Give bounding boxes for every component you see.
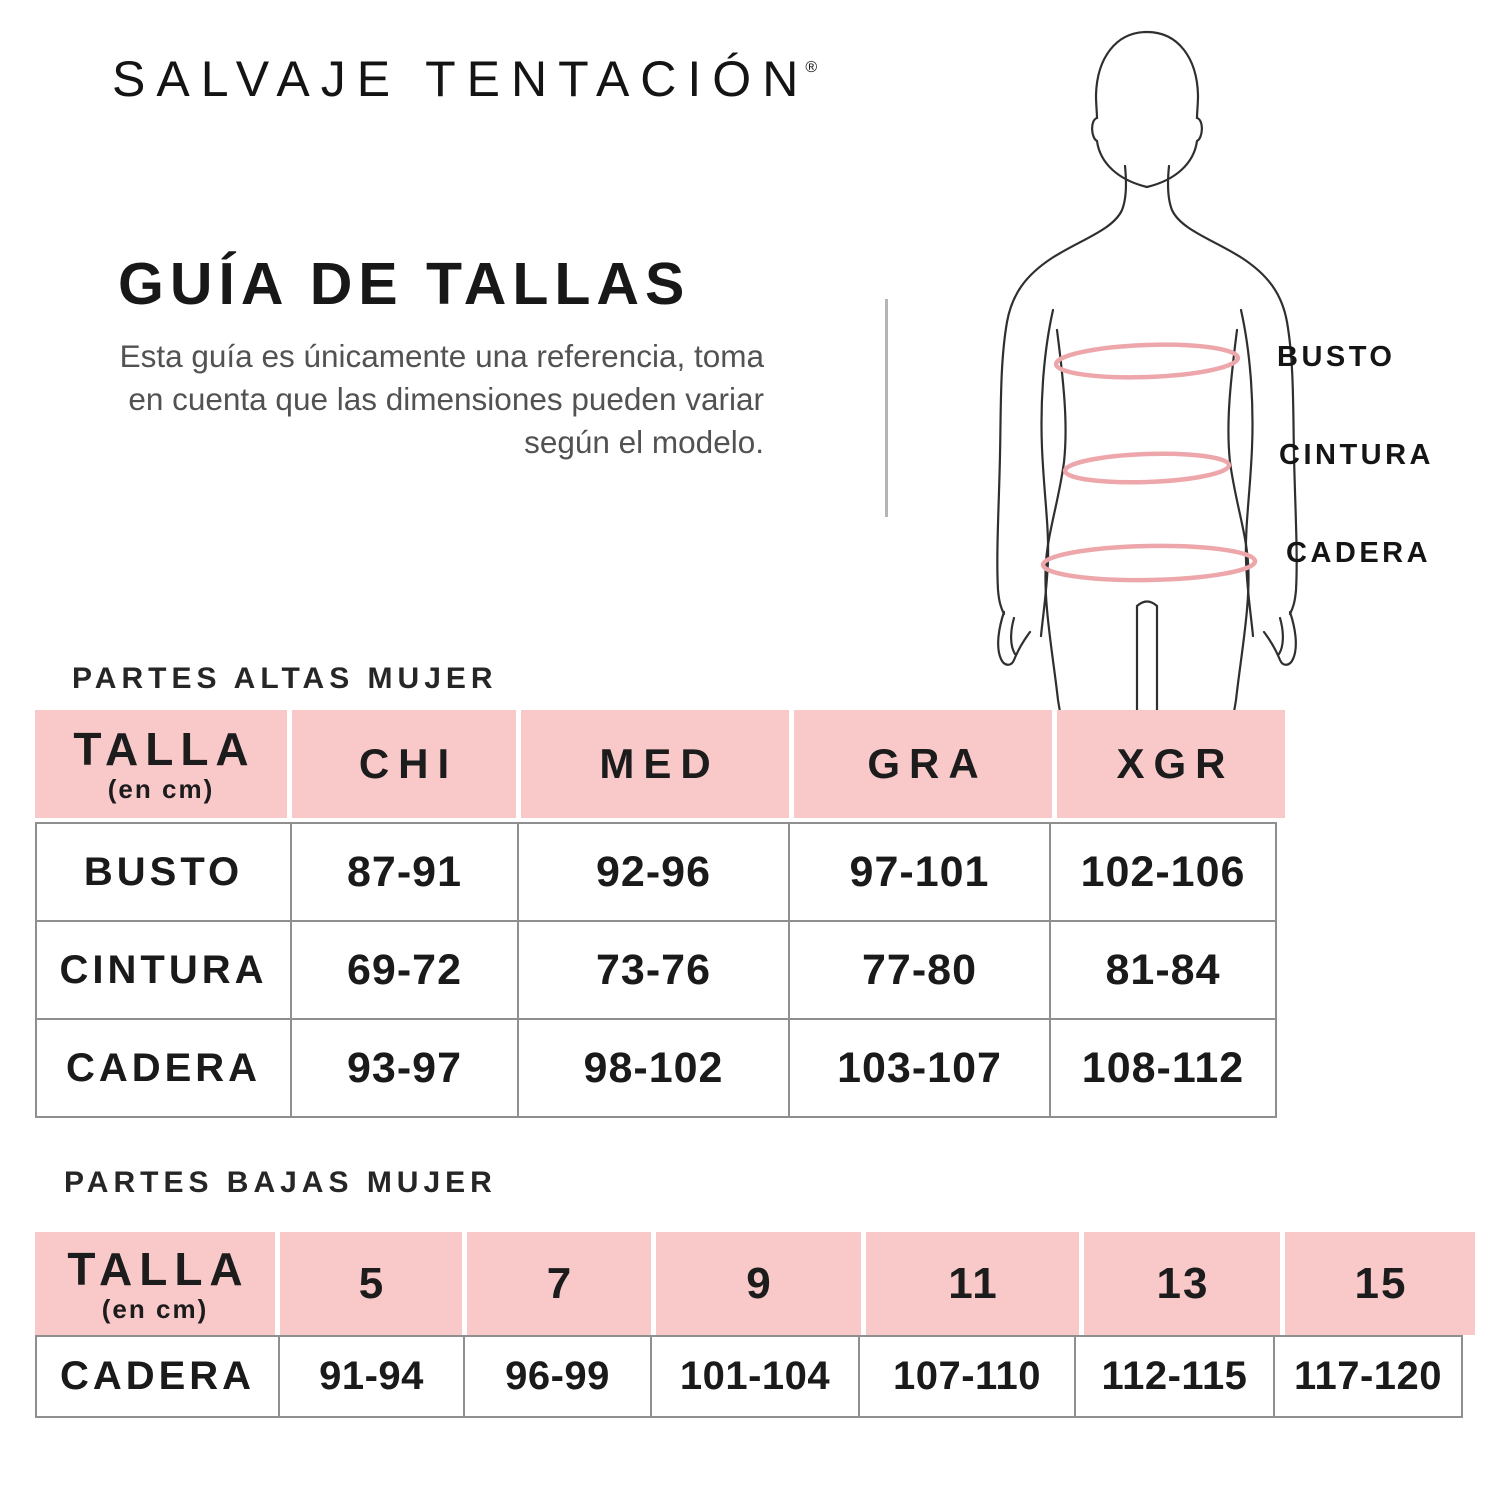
size-column-label: 11 xyxy=(948,1258,999,1308)
size-column-header-cell: 11 xyxy=(866,1232,1079,1335)
size-column-label: 7 xyxy=(546,1258,574,1308)
size-column-header-cell: 15 xyxy=(1285,1232,1475,1335)
table-row: CINTURA 69-72 73-76 77-80 81-84 xyxy=(35,920,1285,1020)
size-column-header-cell: 9 xyxy=(656,1232,861,1335)
row-label-cell: BUSTO xyxy=(35,822,292,922)
table-body: BUSTO 87-91 92-96 97-101 102-106 CINTURA 69-72… xyxy=(35,822,1285,1118)
measurement-value-cell: 96-99 xyxy=(463,1335,652,1418)
measurement-value-cell: 77-80 xyxy=(788,920,1051,1020)
size-column-label: 15 xyxy=(1354,1258,1408,1308)
measurement-value-cell: 108-112 xyxy=(1049,1018,1277,1118)
size-column-label: CHI xyxy=(358,740,459,787)
measurement-value-cell: 93-97 xyxy=(290,1018,519,1118)
size-column-label: 9 xyxy=(746,1258,773,1308)
inner-legs xyxy=(1135,600,1159,714)
vertical-divider xyxy=(885,299,888,517)
size-column-header-cell: TALLA (en cm) xyxy=(35,1232,275,1335)
size-unit-subtitle: (en cm) xyxy=(101,1293,209,1324)
size-unit-title: TALLA xyxy=(67,1242,250,1295)
hip-label: CADERA xyxy=(1286,537,1432,569)
table-row: CADERA 91-94 96-99 101-104 107-110 112-115 117… xyxy=(35,1335,1475,1418)
size-column-header-cell: 7 xyxy=(467,1232,651,1335)
size-column-label: MED xyxy=(599,740,720,787)
measurement-value-cell: 87-91 xyxy=(290,822,519,922)
measurement-value-cell: 97-101 xyxy=(788,822,1051,922)
hip-band xyxy=(1040,543,1258,583)
body-silhouette-illustration xyxy=(996,30,1298,714)
bottoms-table-heading: PARTES BAJAS MUJER xyxy=(64,1166,497,1199)
body-outline xyxy=(996,30,1298,714)
measurement-value-cell: 91-94 xyxy=(278,1335,465,1418)
measurement-value-cell: 101-104 xyxy=(650,1335,860,1418)
table-body: CADERA 91-94 96-99 101-104 107-110 112-115 117… xyxy=(35,1335,1475,1418)
page-title: GUÍA DE TALLAS xyxy=(118,251,691,317)
left-hand xyxy=(997,610,1032,666)
measurement-bands xyxy=(1040,342,1258,583)
bust-band xyxy=(1053,342,1241,380)
size-column-header-cell: MED xyxy=(521,710,789,818)
table-header-row: TALLA (en cm) 5 7 9 11 13 15 xyxy=(35,1232,1475,1335)
size-column-header-cell: CHI xyxy=(292,710,516,818)
measurement-value-cell: 69-72 xyxy=(290,920,519,1020)
measurement-value-cell: 117-120 xyxy=(1273,1335,1463,1418)
size-column-label: GRA xyxy=(867,740,988,787)
measurement-value-cell: 107-110 xyxy=(858,1335,1076,1418)
table-row: BUSTO 87-91 92-96 97-101 102-106 xyxy=(35,822,1285,922)
measurement-value-cell: 102-106 xyxy=(1049,822,1277,922)
bust-label: BUSTO xyxy=(1277,341,1396,373)
measurement-value-cell: 81-84 xyxy=(1049,920,1277,1020)
waist-label: CINTURA xyxy=(1279,439,1434,471)
size-column-label: 13 xyxy=(1156,1258,1210,1308)
guide-description: Esta guía es únicamente una referencia, … xyxy=(119,338,764,460)
table-row: CADERA 93-97 98-102 103-107 108-112 xyxy=(35,1018,1285,1118)
tops-table-heading: PARTES ALTAS MUJER xyxy=(72,662,498,695)
brand-name: SALVAJE TENTACIÓN xyxy=(112,51,810,107)
measurement-value-cell: 73-76 xyxy=(517,920,790,1020)
registered-trademark-symbol: ® xyxy=(805,59,818,76)
table-header-row: TALLA (en cm) CHI MED GRA XGR xyxy=(35,710,1285,818)
row-label-cell: CADERA xyxy=(35,1018,292,1118)
size-unit-subtitle: (en cm) xyxy=(107,774,215,804)
right-hand xyxy=(1262,610,1297,666)
waist-band xyxy=(1062,451,1232,485)
size-column-header-cell: XGR xyxy=(1057,710,1285,818)
measurement-value-cell: 92-96 xyxy=(517,822,790,922)
brand-logo: SALVAJE TENTACIÓN® xyxy=(112,50,821,108)
size-unit-title: TALLA xyxy=(73,723,256,775)
measurement-value-cell: 98-102 xyxy=(517,1018,790,1118)
row-label-cell: CINTURA xyxy=(35,920,292,1020)
size-column-header-cell: 5 xyxy=(280,1232,462,1335)
measurement-value-cell: 103-107 xyxy=(788,1018,1051,1118)
tops-size-table: TALLA (en cm) CHI MED GRA XGR BUSTO 87-91 92-96 9… xyxy=(35,710,1285,1118)
size-column-header-cell: 13 xyxy=(1084,1232,1280,1335)
measurement-value-cell: 112-115 xyxy=(1074,1335,1275,1418)
bottoms-size-table: TALLA (en cm) 5 7 9 11 13 15 CADERA 91-94 96-99 101… xyxy=(35,1232,1475,1418)
size-column-label: XGR xyxy=(1116,740,1235,787)
size-column-label: 5 xyxy=(358,1258,386,1308)
size-column-header-cell: GRA xyxy=(794,710,1052,818)
row-label-cell: CADERA xyxy=(35,1335,280,1418)
size-column-header-cell: TALLA (en cm) xyxy=(35,710,287,818)
